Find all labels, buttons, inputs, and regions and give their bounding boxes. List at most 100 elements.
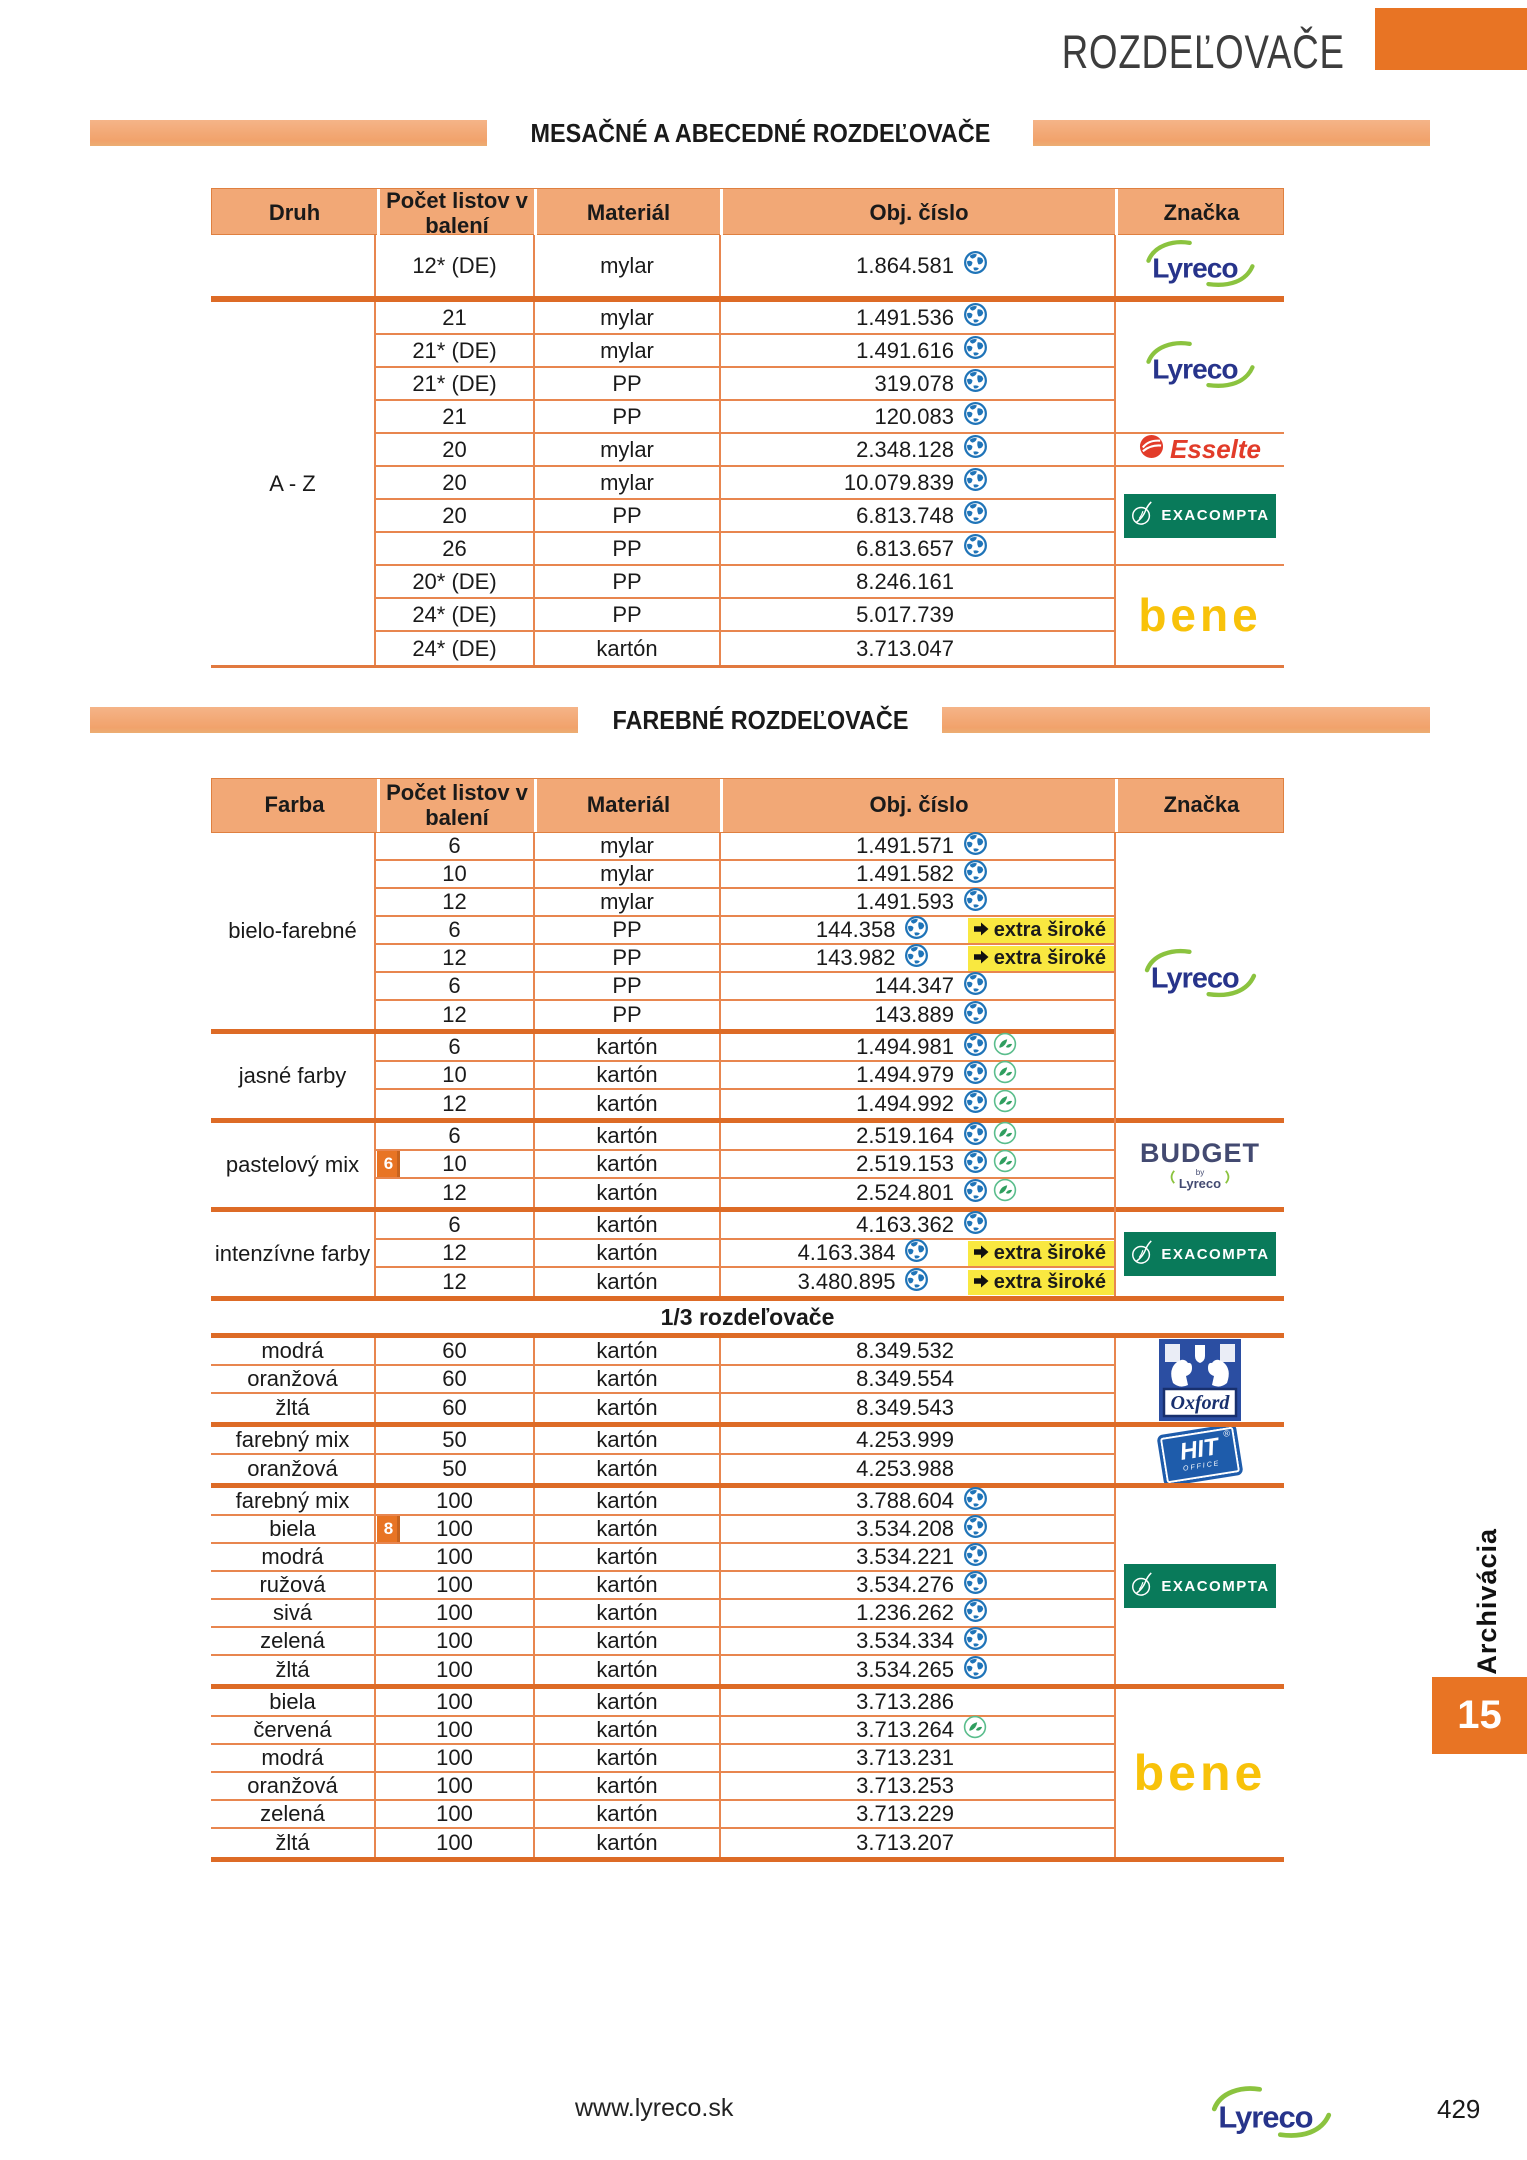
order-number-cell: 2.524.801 (719, 1178, 1114, 1207)
extra-wide-flag: extra široké (967, 945, 1114, 971)
table-row: zelená 100 kartón 3.534.334 (211, 1626, 1114, 1656)
material-cell: kartón (533, 1240, 719, 1266)
thick-separator (211, 1333, 1284, 1338)
sheet-count-value: 21 (442, 304, 467, 330)
order-number: 144.347 (874, 973, 954, 998)
table-row: 12 kartón 2.524.801 (376, 1178, 1114, 1207)
table-row: oranžová 100 kartón 3.713.253 (211, 1773, 1114, 1801)
brand-cell-lyreco: Lyreco (1116, 235, 1284, 296)
sheet-count-cell: 21 (376, 302, 533, 333)
thick-separator (211, 1296, 1284, 1301)
eco-icons (963, 302, 1035, 333)
table-row: 12 mylar 1.491.593 (376, 887, 1114, 917)
sheet-count-value: 100 (436, 1516, 473, 1541)
material-cell: PP (533, 500, 719, 531)
table-band: bielo-farebné 6 mylar 1.491.571 10 mylar 1.491… (211, 831, 1284, 1296)
eco-icons (963, 1000, 1035, 1031)
order-number-cell: 1.864.581 (719, 235, 1114, 296)
sheet-count-value: 6 (448, 1212, 461, 1237)
column-header-5: Značka (1115, 779, 1285, 832)
sheet-count-value: 12 (442, 945, 467, 970)
banner-bar-right (1033, 120, 1431, 146)
leaf-icon (993, 1149, 1017, 1179)
table-row: 6 mylar 1.491.571 (376, 831, 1114, 862)
table-row: 20 mylar 10.079.839 (376, 467, 1114, 500)
sheet-count-value: 6 (448, 1123, 461, 1148)
sheet-count-value: 100 (436, 1689, 473, 1714)
row-group: intenzívne farby 6 kartón 4.163.362 12 kartón… (211, 1210, 1114, 1296)
order-number: 1.491.616 (856, 337, 954, 363)
order-number-cell: 6.813.748 (719, 500, 1114, 531)
count-badge: 8 (377, 1516, 400, 1542)
material-cell: PP (533, 1001, 719, 1029)
material-cell: kartón (533, 1151, 719, 1177)
rows-wrap: 6 kartón 2.519.164 6 10 kartón 2.519.153 12 kart… (376, 1121, 1114, 1207)
material-cell: kartón (533, 1179, 719, 1207)
column-header-4: Obj. číslo (720, 189, 1115, 239)
order-number-cell: 1.491.593 (719, 887, 1114, 915)
exacompta-logo: EXACOMPTA (1124, 1232, 1276, 1276)
quill-icon (1130, 1237, 1154, 1272)
eco-icons (963, 971, 1035, 1002)
order-number: 8.246.161 (856, 568, 954, 594)
order-number: 8.349.554 (856, 1366, 954, 1391)
budget-by-label: by (1195, 1168, 1205, 1177)
title-accent-block (1375, 8, 1527, 70)
sheet-count-cell: 100 (376, 1745, 533, 1771)
sheet-count-cell: 24* (DE) (376, 599, 533, 630)
type-cell-empty (211, 235, 376, 296)
order-number: 8.349.532 (856, 1338, 954, 1363)
thick-separator (211, 1483, 1284, 1488)
material-cell: mylar (533, 434, 719, 465)
sheet-count-cell: 6 (376, 833, 533, 859)
table-row: 24* (DE) PP 5.017.739 (376, 599, 1114, 632)
order-number: 2.519.164 (856, 1123, 954, 1148)
eco-icons (963, 1060, 1035, 1091)
swoosh-left-icon (1168, 1169, 1176, 1190)
table-row: žltá 60 kartón 8.349.543 (211, 1394, 1114, 1422)
globe-icon (963, 401, 988, 432)
sheet-count-cell: 21* (DE) (376, 368, 533, 399)
order-number-cell: 4.163.384 extra široké (719, 1238, 1114, 1266)
row-group: pastelový mix 6 kartón 2.519.164 6 10 kartón 2.… (211, 1121, 1114, 1207)
budget-by-lyreco: by Lyreco (1168, 1169, 1232, 1190)
material-cell: kartón (533, 1656, 719, 1684)
order-number: 143.889 (874, 1002, 954, 1027)
leaf-icon (993, 1089, 1017, 1119)
order-number-cell: 2.348.128 (719, 434, 1114, 465)
material-cell: kartón (533, 1366, 719, 1392)
side-tab-category-label: Archivácia (1472, 1528, 1502, 1675)
sheet-count-cell: 50 (376, 1455, 533, 1483)
brand-cell-budget: BUDGET by Lyreco (1116, 1123, 1284, 1207)
svg-text:Lyreco: Lyreco (1152, 354, 1238, 385)
material-cell: mylar (533, 335, 719, 366)
brand-cell-hit: HIT OFFICE ® (1116, 1427, 1284, 1483)
globe-icon (904, 915, 929, 946)
row-group: farebný mix 100 kartón 3.788.604 biela 8 100 ka… (211, 1486, 1284, 1684)
eco-icons (963, 434, 1035, 465)
order-number-cell: 2.519.164 (719, 1121, 1114, 1149)
globe-icon (963, 1598, 988, 1629)
order-number: 1.491.593 (856, 889, 954, 914)
material-cell: mylar (533, 861, 719, 887)
oxford-logo: Oxford (1159, 1339, 1241, 1421)
material-cell: mylar (533, 833, 719, 859)
eco-icons (963, 1542, 1035, 1573)
sheet-count-value: 60 (442, 1395, 467, 1420)
page-title: ROZDEĽOVAČE (1062, 25, 1345, 78)
table-row: biela 100 kartón 3.713.286 (211, 1689, 1114, 1717)
globe-icon (963, 831, 988, 862)
sheet-count-cell: 24* (DE) (376, 632, 533, 665)
sheet-count-value: 12 (442, 1240, 467, 1265)
table-monthly-alphabetical-dividers: Druh Počet listov v balení Materiál Obj. čí… (211, 188, 1284, 668)
thick-separator (211, 1207, 1114, 1212)
eco-icons (963, 1149, 1035, 1180)
brand-cell-bene: bene (1116, 1689, 1284, 1857)
material-cell: kartón (533, 1034, 719, 1060)
sheet-count-cell: 12 (376, 945, 533, 971)
material-cell: kartón (533, 1427, 719, 1453)
order-number-cell: 120.083 (719, 401, 1114, 432)
eco-icons (963, 368, 1035, 399)
material-cell: kartón (533, 1829, 719, 1857)
table-row: 20* (DE) PP 8.246.161 (376, 566, 1114, 599)
